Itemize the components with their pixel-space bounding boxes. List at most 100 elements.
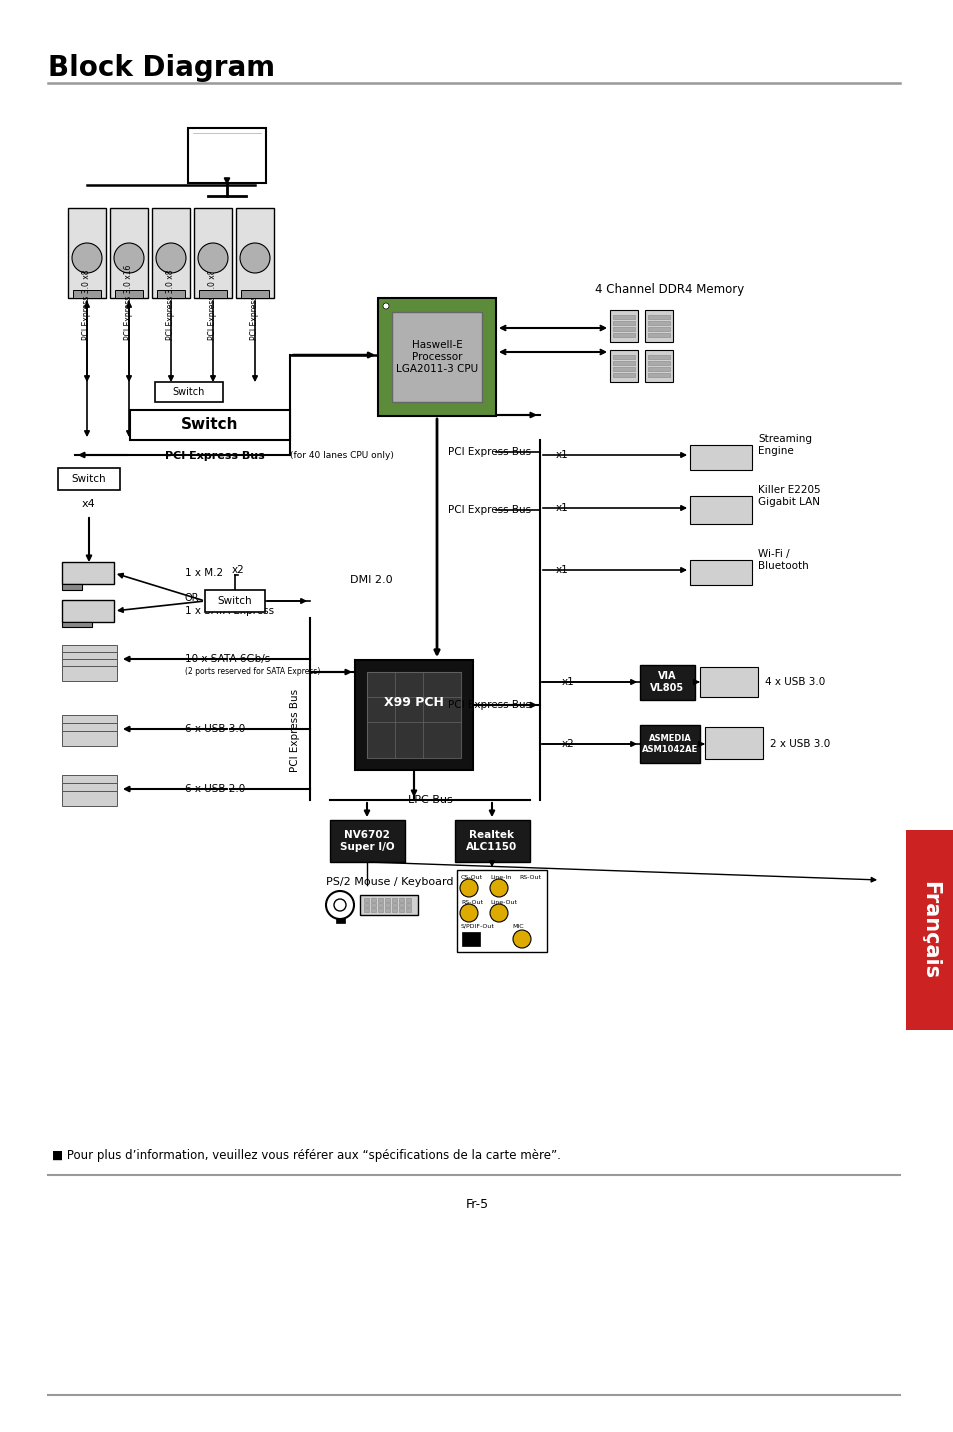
- Text: MIC: MIC: [512, 924, 523, 928]
- Bar: [62, 621, 91, 627]
- Text: PCI Express Bus: PCI Express Bus: [448, 505, 531, 516]
- Bar: [455, 821, 530, 862]
- Bar: [193, 208, 232, 298]
- Bar: [613, 361, 635, 365]
- Text: VIA
VL805: VIA VL805: [649, 672, 683, 693]
- Bar: [644, 349, 672, 382]
- Bar: [392, 898, 396, 902]
- Bar: [647, 315, 669, 319]
- Bar: [700, 667, 758, 697]
- Bar: [647, 326, 669, 331]
- Bar: [613, 367, 635, 371]
- Text: LPC Bus: LPC Bus: [407, 795, 452, 805]
- Bar: [364, 898, 369, 902]
- Text: x1: x1: [561, 677, 574, 687]
- Text: NV6702
Super I/O: NV6702 Super I/O: [339, 831, 394, 852]
- Circle shape: [459, 879, 477, 896]
- Bar: [377, 298, 496, 417]
- Text: Switch: Switch: [181, 418, 238, 432]
- Circle shape: [71, 243, 102, 274]
- Bar: [644, 309, 672, 342]
- Text: PS/2 Mouse / Keyboard: PS/2 Mouse / Keyboard: [326, 876, 454, 886]
- Text: 1 x M.2: 1 x M.2: [185, 569, 223, 579]
- Text: Français: Français: [919, 881, 939, 979]
- Bar: [647, 355, 669, 359]
- Circle shape: [240, 243, 270, 274]
- Circle shape: [382, 304, 389, 309]
- Bar: [157, 291, 185, 298]
- Bar: [406, 904, 411, 906]
- Bar: [62, 600, 113, 621]
- Text: DMI 2.0: DMI 2.0: [350, 576, 393, 586]
- Circle shape: [326, 891, 354, 919]
- Text: Haswell-E
Processor
LGA2011-3 CPU: Haswell-E Processor LGA2011-3 CPU: [395, 341, 477, 374]
- Text: PCI Express Bus: PCI Express Bus: [290, 689, 299, 772]
- Text: PCI Express Bus: PCI Express Bus: [448, 447, 531, 457]
- Bar: [371, 898, 375, 902]
- Bar: [235, 208, 274, 298]
- Bar: [639, 725, 700, 763]
- Bar: [613, 355, 635, 359]
- Bar: [241, 291, 269, 298]
- Text: Line-Out: Line-Out: [490, 901, 517, 905]
- Text: PCI Express Bus: PCI Express Bus: [448, 700, 531, 710]
- Text: Wi-Fi /
Bluetooth: Wi-Fi / Bluetooth: [758, 550, 808, 571]
- Bar: [704, 727, 762, 759]
- Bar: [905, 831, 953, 1030]
- Text: Switch: Switch: [71, 474, 106, 484]
- Bar: [461, 932, 479, 947]
- Bar: [62, 783, 117, 798]
- Bar: [613, 315, 635, 319]
- Text: x1: x1: [556, 566, 568, 576]
- Bar: [456, 871, 546, 952]
- Bar: [392, 312, 481, 402]
- Bar: [385, 908, 390, 912]
- Bar: [62, 666, 117, 682]
- Text: PCI Express 3.0 x16: PCI Express 3.0 x16: [125, 265, 133, 339]
- Bar: [613, 372, 635, 377]
- Bar: [110, 208, 148, 298]
- Text: S/PDIF-Out: S/PDIF-Out: [460, 924, 495, 928]
- Bar: [364, 904, 369, 906]
- Circle shape: [490, 904, 507, 922]
- Bar: [359, 895, 417, 915]
- Bar: [62, 584, 82, 590]
- Bar: [205, 590, 265, 611]
- Bar: [62, 644, 117, 660]
- Bar: [377, 904, 382, 906]
- Bar: [355, 660, 473, 770]
- Bar: [335, 918, 345, 924]
- Text: CS-Out: CS-Out: [460, 875, 482, 881]
- Circle shape: [490, 879, 507, 896]
- Bar: [689, 495, 751, 524]
- Text: x4: x4: [82, 498, 95, 508]
- Bar: [62, 659, 117, 674]
- Bar: [152, 208, 190, 298]
- Bar: [330, 821, 405, 862]
- Bar: [392, 904, 396, 906]
- Bar: [62, 561, 113, 584]
- Bar: [647, 321, 669, 325]
- Text: Switch: Switch: [172, 387, 205, 397]
- Text: x1: x1: [556, 503, 568, 513]
- Text: Killer E2205
Gigabit LAN: Killer E2205 Gigabit LAN: [758, 485, 820, 507]
- Circle shape: [334, 899, 346, 911]
- Bar: [613, 326, 635, 331]
- Text: 10 x SATA 6Gb/s: 10 x SATA 6Gb/s: [185, 654, 270, 664]
- Text: Streaming
Engine: Streaming Engine: [758, 434, 811, 455]
- Bar: [392, 908, 396, 912]
- Text: PCI Express 3.0 x8: PCI Express 3.0 x8: [209, 269, 217, 339]
- Bar: [188, 127, 266, 183]
- Text: 6 x USB 3.0: 6 x USB 3.0: [185, 725, 245, 735]
- Text: Switch: Switch: [217, 596, 252, 606]
- Text: 4 x USB 3.0: 4 x USB 3.0: [764, 677, 824, 687]
- Bar: [647, 334, 669, 337]
- Text: x1: x1: [556, 450, 568, 460]
- Circle shape: [113, 243, 144, 274]
- Bar: [58, 468, 120, 490]
- Text: RS-Out: RS-Out: [460, 901, 482, 905]
- Text: ■ Pour plus d’information, veuillez vous référer aux “spécifications de la carte: ■ Pour plus d’information, veuillez vous…: [52, 1148, 560, 1161]
- Circle shape: [156, 243, 186, 274]
- Bar: [406, 908, 411, 912]
- Bar: [115, 291, 143, 298]
